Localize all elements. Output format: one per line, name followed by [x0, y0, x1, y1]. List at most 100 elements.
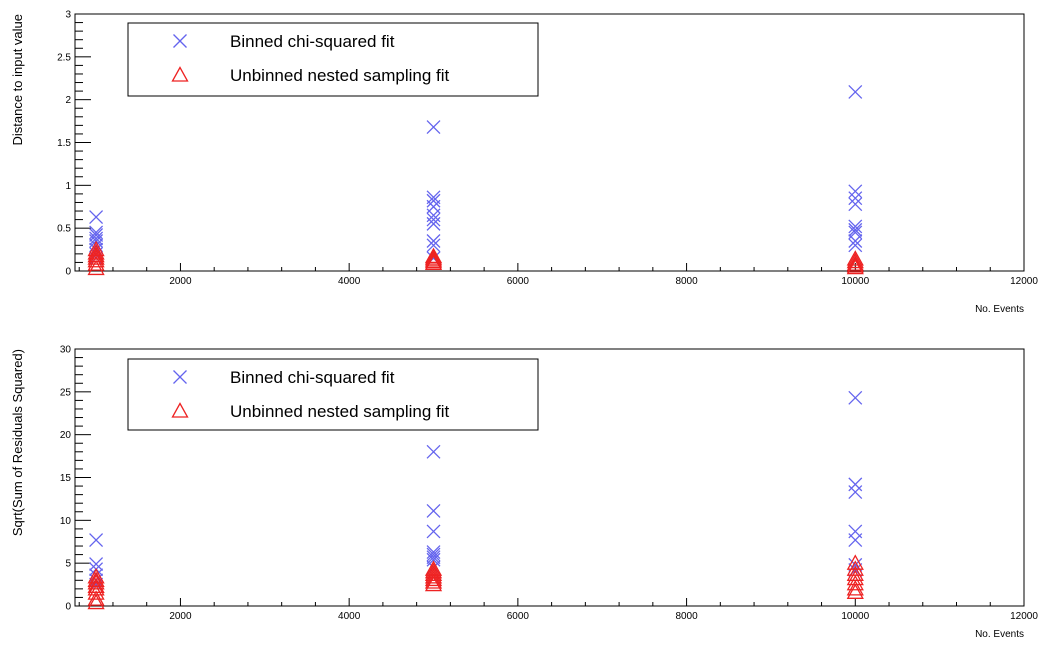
- data-point-triangle-marker: [846, 560, 864, 576]
- data-point-triangle-marker: [846, 574, 864, 591]
- y-tick-label: 2.5: [57, 52, 71, 63]
- y-tick-label: 20: [60, 430, 72, 441]
- legend-entry-label: Unbinned nested sampling fit: [230, 402, 450, 421]
- legend-x-marker: [173, 370, 187, 384]
- data-point-x-marker: [848, 390, 863, 405]
- legend-entry-label: Unbinned nested sampling fit: [230, 66, 450, 85]
- data-point-x-marker: [89, 557, 104, 571]
- legend-box: [127, 22, 539, 97]
- series-binned-chi-squared: [89, 84, 863, 266]
- data-point-triangle-marker: [87, 249, 105, 265]
- data-point-triangle-marker: [87, 251, 105, 268]
- data-point-triangle-marker: [87, 574, 105, 590]
- legend-triangle-marker: [171, 66, 189, 82]
- data-point-triangle-marker: [424, 570, 443, 587]
- data-point-triangle-marker: [424, 251, 443, 267]
- data-point-triangle-marker: [87, 259, 105, 276]
- legend-x-marker: [173, 34, 187, 48]
- x-tick-label: 8000: [675, 276, 698, 287]
- data-point-x-marker: [848, 477, 863, 492]
- data-point-x-marker: [426, 503, 441, 518]
- data-point-triangle-marker: [846, 255, 864, 271]
- chart-panel-1: 0 0.5 1 1.5 2 2.5 3 2000 4000 6000 8000 10000 12000 N…: [10, 10, 1038, 316]
- data-point-x-marker: [426, 547, 441, 562]
- data-point-triangle-marker: [424, 249, 443, 265]
- data-point-triangle-marker: [87, 593, 105, 610]
- data-point-x-marker: [426, 120, 441, 135]
- x-tick-label: 4000: [338, 611, 361, 622]
- y-tick-label: 30: [60, 345, 72, 356]
- data-point-x-marker: [848, 485, 863, 500]
- data-point-x-marker: [426, 524, 441, 539]
- data-point-x-marker: [426, 193, 441, 208]
- y-axis-title: Sqrt(Sum of Residuals Squared): [10, 349, 25, 536]
- data-point-x-marker: [89, 210, 104, 224]
- data-point-x-marker: [426, 552, 441, 567]
- data-point-x-marker: [848, 222, 863, 237]
- data-point-x-marker: [848, 191, 863, 206]
- x-tick-label: 12000: [1010, 276, 1038, 287]
- data-point-triangle-marker: [87, 590, 105, 606]
- y-tick-label: 15: [60, 473, 72, 484]
- y-tick-label: 0: [65, 602, 71, 613]
- x-tick-label: 12000: [1010, 611, 1038, 622]
- data-point-triangle-marker: [846, 583, 864, 599]
- data-point-triangle-marker: [87, 244, 105, 260]
- x-tick-label: 6000: [507, 276, 530, 287]
- legend-entry-label: Binned chi-squared fit: [230, 32, 395, 51]
- y-tick-label: 2: [65, 95, 71, 106]
- data-point-x-marker: [848, 533, 863, 547]
- data-point-triangle-marker: [424, 565, 443, 581]
- data-point-triangle-marker: [87, 255, 105, 271]
- legend-triangle-marker: [171, 402, 189, 418]
- y-tick-label: 10: [60, 516, 72, 527]
- data-point-x-marker: [426, 212, 441, 227]
- y-axis-title: Distance to input value: [10, 14, 25, 146]
- data-point-x-marker: [848, 197, 863, 212]
- data-point-x-marker: [848, 219, 863, 234]
- data-point-x-marker: [426, 238, 441, 253]
- data-point-triangle-marker: [87, 568, 105, 584]
- x-tick-label: 8000: [675, 611, 698, 622]
- data-point-triangle-marker: [846, 258, 864, 275]
- legend-box: [127, 358, 539, 431]
- data-point-triangle-marker: [846, 554, 864, 570]
- data-point-triangle-marker: [424, 247, 443, 264]
- x-tick-label: 6000: [507, 611, 530, 622]
- y-tick-label: 1.5: [57, 138, 71, 149]
- data-point-triangle-marker: [424, 573, 443, 589]
- y-tick-label: 0: [65, 267, 71, 278]
- legend-entry-label: Binned chi-squared fit: [230, 368, 395, 387]
- series-unbinned-nested-sampling: [87, 240, 864, 276]
- x-tick-label: 2000: [169, 276, 192, 287]
- data-point-x-marker: [848, 84, 863, 99]
- y-tick-label: 3: [65, 10, 71, 21]
- data-point-x-marker: [848, 234, 863, 248]
- data-point-x-marker: [848, 184, 863, 199]
- x-axis-title: No. Events: [975, 304, 1024, 315]
- data-point-x-marker: [426, 234, 441, 248]
- chart-panel-2: 0 5 10 15 20 25 30 2000 4000 6000 8000 10000 12000 No…: [10, 345, 1038, 641]
- series-unbinned-nested-sampling: [87, 554, 864, 610]
- data-point-x-marker: [426, 444, 441, 459]
- x-axis-title: No. Events: [975, 629, 1024, 640]
- data-point-x-marker: [89, 228, 104, 242]
- x-tick-label: 4000: [338, 276, 361, 287]
- data-point-triangle-marker: [846, 580, 864, 596]
- data-point-triangle-marker: [424, 568, 443, 584]
- data-point-triangle-marker: [846, 252, 864, 269]
- data-point-x-marker: [426, 545, 441, 559]
- data-point-x-marker: [848, 238, 863, 253]
- data-point-x-marker: [426, 550, 441, 565]
- data-point-triangle-marker: [424, 575, 443, 592]
- x-tick-label: 10000: [841, 611, 869, 622]
- x-tick-label: 2000: [169, 611, 192, 622]
- y-tick-label: 0.5: [57, 224, 71, 235]
- data-point-triangle-marker: [87, 584, 105, 600]
- x-tick-label: 10000: [841, 276, 869, 287]
- data-point-triangle-marker: [424, 252, 443, 269]
- data-point-triangle-marker: [424, 254, 443, 270]
- y-tick-label: 25: [60, 387, 72, 398]
